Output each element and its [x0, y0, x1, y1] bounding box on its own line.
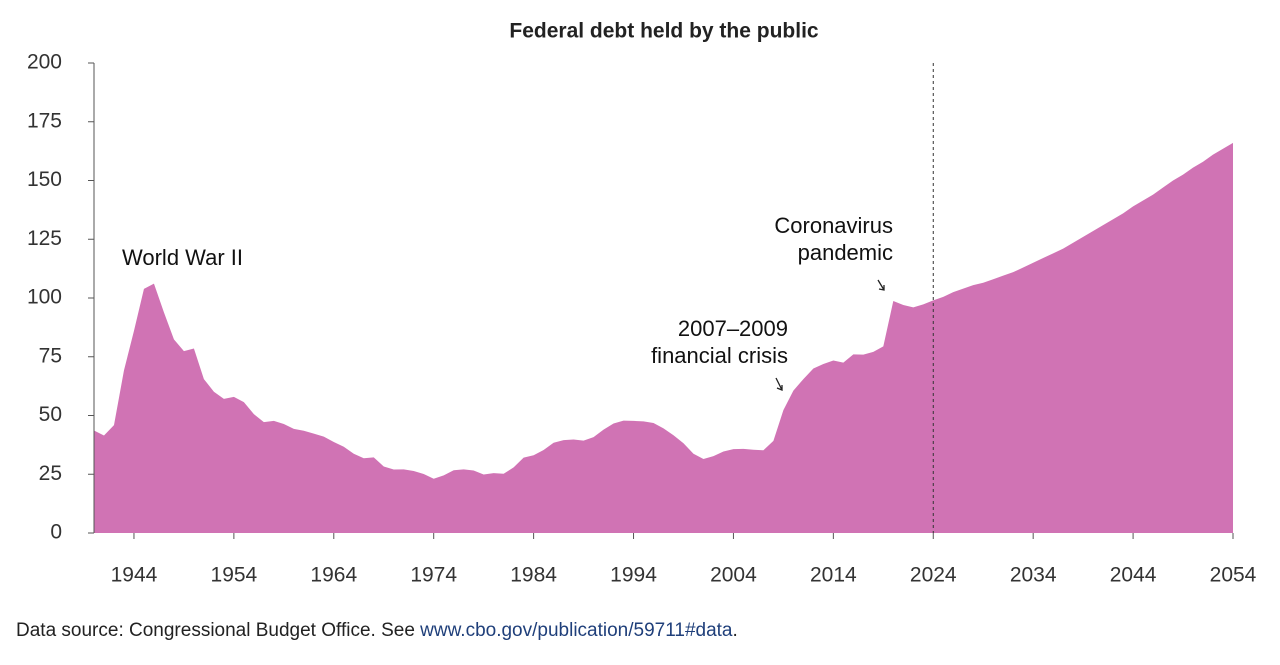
- annotation: 2007–2009: [678, 316, 788, 341]
- x-tick-label: 2004: [710, 564, 757, 587]
- chart-title: Federal debt held by the public: [509, 20, 819, 43]
- y-tick-label: 25: [39, 462, 62, 485]
- chart: Federal debt held by the public 0 25 50 75 1…: [27, 20, 1257, 587]
- source-text: Data source: Congressional Budget Office…: [16, 620, 421, 641]
- arrow: [877, 279, 885, 291]
- x-tick-label: 2014: [810, 564, 857, 587]
- y-tick-label: 125: [27, 227, 62, 250]
- x-tick-label: 1974: [410, 564, 457, 587]
- annotation: World War II: [122, 245, 243, 270]
- x-tick-label: 1984: [510, 564, 557, 587]
- y-tick-label: 150: [27, 168, 62, 191]
- y-tick-label: 175: [27, 109, 62, 132]
- annotation: Coronavirus: [774, 213, 893, 238]
- y-tick-label: 75: [39, 344, 62, 367]
- y-tick-label: 0: [50, 521, 62, 544]
- x-tick-label: 2044: [1110, 564, 1157, 587]
- page: {"chart_data": {"type": "area", "title":…: [16, 19, 1257, 641]
- x-tick-label: 2034: [1010, 564, 1057, 587]
- arrow: [775, 377, 783, 391]
- annotation: pandemic: [798, 240, 893, 265]
- x-tick-label: 2024: [910, 564, 957, 587]
- source-end: .: [732, 620, 738, 641]
- x-tick-label: 1994: [610, 564, 657, 587]
- area: [94, 142, 1233, 533]
- x-tick-label: 1944: [111, 564, 158, 587]
- x-tick-label: 1954: [211, 564, 258, 587]
- annotation: financial crisis: [651, 343, 788, 368]
- y-tick-label: 100: [27, 286, 62, 309]
- source-link[interactable]: www.cbo.gov/publication/59711#data: [420, 620, 733, 641]
- y-tick-label: 50: [39, 403, 62, 426]
- source: Data source: Congressional Budget Office…: [16, 620, 738, 642]
- x-tick-label: 1964: [310, 564, 357, 587]
- y-tick-label: 200: [27, 51, 62, 74]
- x-tick-label: 2054: [1210, 564, 1257, 587]
